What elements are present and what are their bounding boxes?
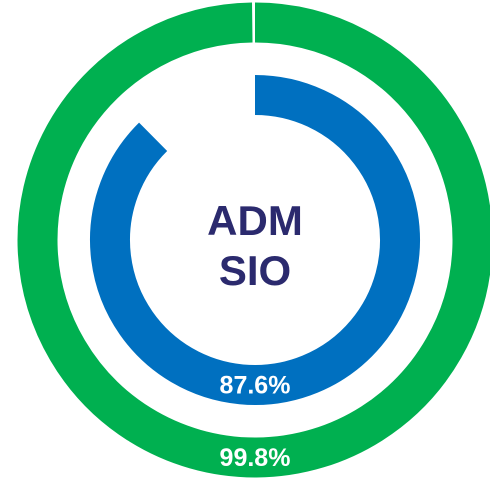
- center-label: SIO: [219, 247, 291, 294]
- value-label: 87.6%: [220, 372, 291, 400]
- center-label: ADM: [207, 197, 303, 244]
- progress-arc: [90, 75, 420, 405]
- progress-arc: [17, 2, 490, 478]
- value-label: 99.8%: [220, 444, 291, 472]
